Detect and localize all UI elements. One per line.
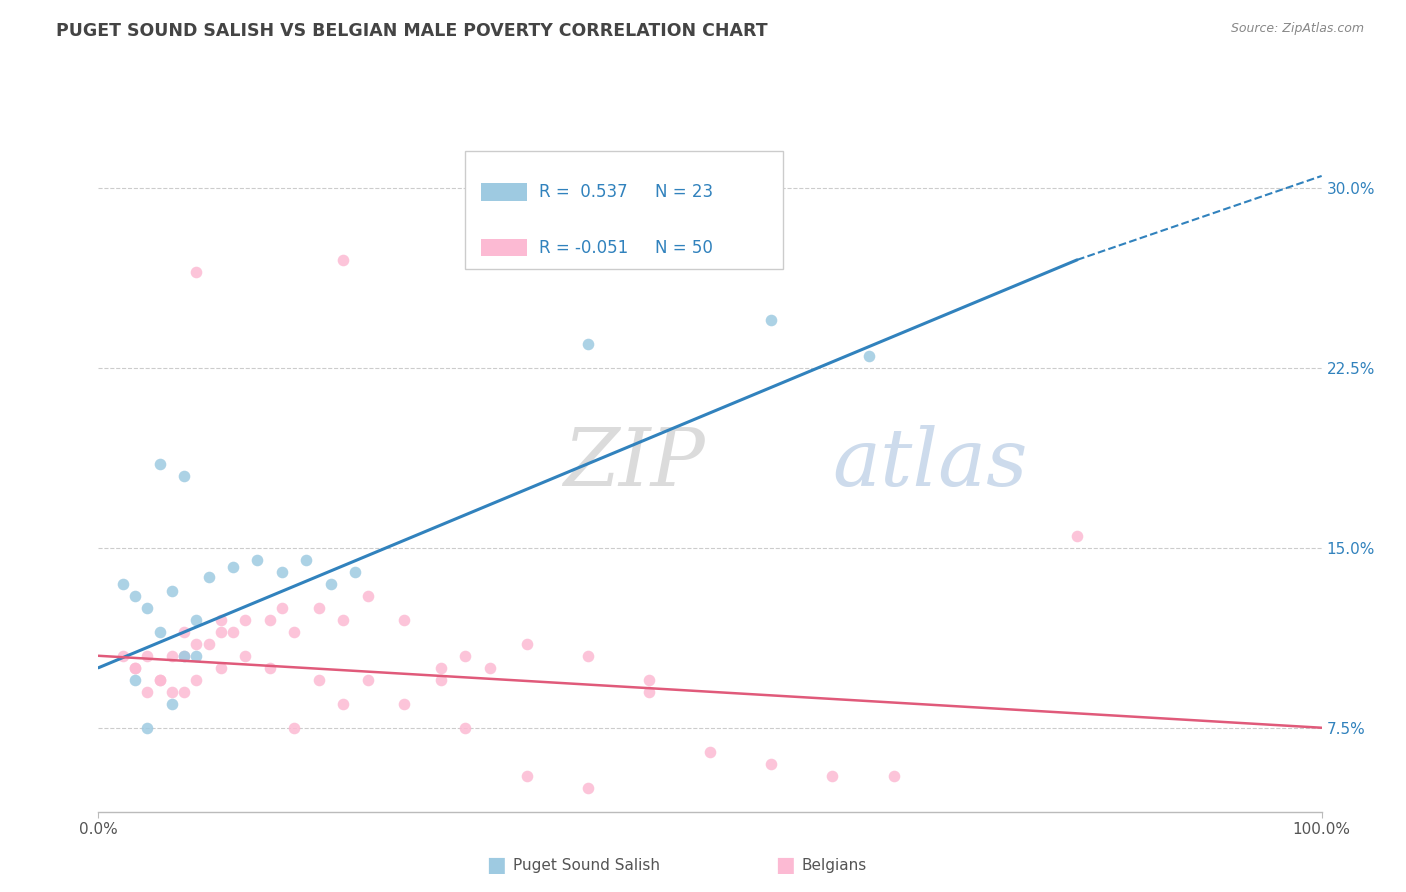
- Text: R = -0.051: R = -0.051: [540, 239, 628, 257]
- Point: [246, 553, 269, 567]
- FancyBboxPatch shape: [481, 239, 527, 256]
- Point: [186, 637, 208, 651]
- Point: [430, 661, 453, 675]
- Point: [283, 624, 305, 639]
- Point: [344, 565, 367, 579]
- Point: [761, 313, 783, 327]
- FancyBboxPatch shape: [481, 184, 527, 201]
- Point: [576, 337, 599, 351]
- Point: [259, 613, 281, 627]
- Point: [392, 697, 416, 711]
- Point: [111, 648, 134, 663]
- FancyBboxPatch shape: [465, 151, 783, 269]
- Point: [516, 769, 538, 783]
- Point: [576, 780, 599, 795]
- Point: [186, 648, 208, 663]
- Point: [173, 468, 195, 483]
- Point: [233, 613, 256, 627]
- Point: [259, 661, 281, 675]
- Point: [209, 661, 232, 675]
- Point: [149, 624, 172, 639]
- Point: [222, 624, 245, 639]
- Point: [454, 721, 477, 735]
- Point: [197, 637, 219, 651]
- Point: [283, 721, 305, 735]
- Text: Puget Sound Salish: Puget Sound Salish: [513, 858, 661, 872]
- Y-axis label: Male Poverty: Male Poverty: [0, 414, 7, 514]
- Point: [136, 721, 159, 735]
- Text: ■: ■: [486, 855, 506, 875]
- Point: [233, 648, 256, 663]
- Point: [124, 661, 146, 675]
- Point: [160, 648, 183, 663]
- Point: [392, 613, 416, 627]
- Point: [883, 769, 905, 783]
- Point: [124, 589, 146, 603]
- Point: [356, 589, 378, 603]
- Point: [1066, 529, 1088, 543]
- Point: [160, 697, 183, 711]
- Text: R =  0.537: R = 0.537: [540, 183, 628, 201]
- Text: PUGET SOUND SALISH VS BELGIAN MALE POVERTY CORRELATION CHART: PUGET SOUND SALISH VS BELGIAN MALE POVER…: [56, 22, 768, 40]
- Text: ZIP: ZIP: [564, 425, 704, 502]
- Point: [160, 584, 183, 599]
- Point: [270, 600, 294, 615]
- Point: [136, 685, 159, 699]
- Text: atlas: atlas: [832, 425, 1028, 502]
- Point: [821, 769, 844, 783]
- Text: Source: ZipAtlas.com: Source: ZipAtlas.com: [1230, 22, 1364, 36]
- Point: [209, 613, 232, 627]
- Point: [332, 252, 354, 267]
- Point: [356, 673, 378, 687]
- Point: [761, 756, 783, 771]
- Point: [136, 648, 159, 663]
- Point: [186, 613, 208, 627]
- Point: [308, 673, 330, 687]
- Point: [124, 673, 146, 687]
- Point: [478, 661, 501, 675]
- Point: [270, 565, 294, 579]
- Point: [160, 685, 183, 699]
- Point: [149, 673, 172, 687]
- Point: [332, 613, 354, 627]
- Point: [699, 745, 721, 759]
- Point: [173, 648, 195, 663]
- Point: [173, 648, 195, 663]
- Point: [222, 560, 245, 574]
- Point: [111, 576, 134, 591]
- Point: [332, 697, 354, 711]
- Text: Belgians: Belgians: [801, 858, 866, 872]
- Point: [638, 673, 661, 687]
- Point: [308, 600, 330, 615]
- Point: [149, 457, 172, 471]
- Point: [136, 600, 159, 615]
- Text: ■: ■: [775, 855, 794, 875]
- Point: [454, 648, 477, 663]
- Point: [576, 648, 599, 663]
- Point: [186, 265, 208, 279]
- Text: N = 50: N = 50: [655, 239, 713, 257]
- Text: N = 23: N = 23: [655, 183, 713, 201]
- Point: [197, 569, 219, 583]
- Point: [124, 661, 146, 675]
- Point: [173, 624, 195, 639]
- Point: [638, 685, 661, 699]
- Point: [516, 637, 538, 651]
- Point: [149, 673, 172, 687]
- Point: [209, 624, 232, 639]
- Point: [858, 349, 880, 363]
- Point: [186, 673, 208, 687]
- Point: [430, 673, 453, 687]
- Point: [173, 685, 195, 699]
- Point: [295, 553, 318, 567]
- Point: [319, 576, 342, 591]
